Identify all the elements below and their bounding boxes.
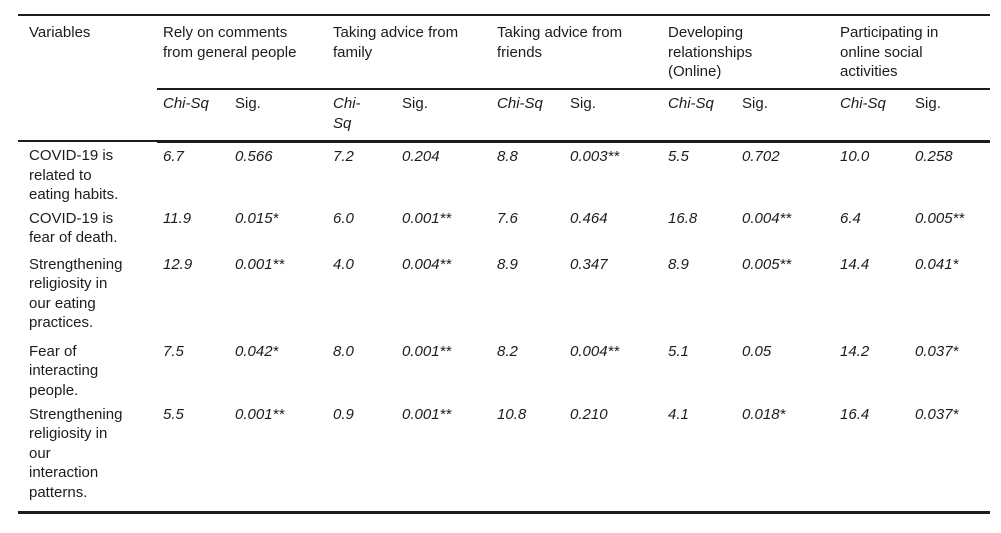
chi-sq-value-cell: 7.2 xyxy=(333,147,354,165)
variable-label-cell: COVID-19 is fear of death. xyxy=(29,209,118,247)
chi-sq-value-cell: 6.4 xyxy=(840,209,861,227)
sig-value-cell: 0.004** xyxy=(402,255,452,273)
sig-value-cell: 0.015* xyxy=(235,209,279,227)
chi-sq-value-cell: 0.9 xyxy=(333,405,354,423)
sig-value-cell: 0.041* xyxy=(915,255,959,273)
chi-sq-value-cell: 5.5 xyxy=(163,405,184,423)
table-row-fear-of-death: COVID-19 is fear of death. 11.9 0.015* 6… xyxy=(18,205,990,251)
sig-value-cell: 0.037* xyxy=(915,405,959,423)
variable-label-cell: Fear of interacting people. xyxy=(29,342,99,399)
chi-sq-value-cell: 5.1 xyxy=(668,342,689,360)
variable-label-cell: Strengthening religiosity in our interac… xyxy=(29,405,123,501)
sig-value-cell: 0.037* xyxy=(915,342,959,360)
chi-sq-value-cell: 10.8 xyxy=(497,405,527,423)
variable-label-cell: Strengthening religiosity in our eating … xyxy=(29,255,123,332)
group-header-rely-on-comments: Rely on comments from general people xyxy=(157,15,328,90)
group-header-advice-family: Taking advice from family xyxy=(327,15,492,90)
sig-value-cell: 0.018* xyxy=(742,405,786,423)
chi-sq-value-cell: 5.5 xyxy=(668,147,689,165)
sig-header-g3: Sig. xyxy=(564,89,663,143)
group-header-developing-relationships: Developing relationships (Online) xyxy=(662,15,835,90)
chi-sq-value-cell: 8.2 xyxy=(497,342,518,360)
group-header-online-social-activities: Participating in online social activitie… xyxy=(834,15,991,90)
chi-sq-value-cell: 14.2 xyxy=(840,342,870,360)
table-row-religiosity-eating: Strengthening religiosity in our eating … xyxy=(18,251,990,338)
chi-sq-value-cell: 12.9 xyxy=(163,255,193,273)
chi-sq-header-g1: Chi-Sq xyxy=(157,89,229,143)
sig-value-cell: 0.001** xyxy=(402,209,452,227)
chi-sq-header-g2: Chi- Sq xyxy=(327,89,397,143)
chi-sq-value-cell: 6.7 xyxy=(163,147,184,165)
sig-value-cell: 0.566 xyxy=(235,147,273,165)
sig-value-cell: 0.042* xyxy=(235,342,279,360)
chi-sq-header-g5: Chi-Sq xyxy=(834,89,910,143)
chi-square-results-table: Variables Rely on comments from general … xyxy=(18,14,991,514)
chi-sq-header-g3: Chi-Sq xyxy=(491,89,565,143)
chi-sq-value-cell: 8.9 xyxy=(497,255,518,273)
sig-value-cell: 0.001** xyxy=(235,405,285,423)
chi-sq-value-cell: 16.4 xyxy=(840,405,870,423)
sig-header-g2: Sig. xyxy=(396,89,492,143)
sig-value-cell: 0.210 xyxy=(570,405,608,423)
sig-header-g1: Sig. xyxy=(229,89,328,143)
sig-header-g4: Sig. xyxy=(736,89,835,143)
chi-sq-value-cell: 8.9 xyxy=(668,255,689,273)
sig-value-cell: 0.005** xyxy=(742,255,792,273)
sig-value-cell: 0.001** xyxy=(402,405,452,423)
chi-sq-value-cell: 8.0 xyxy=(333,342,354,360)
sig-value-cell: 0.464 xyxy=(570,209,608,227)
chi-sq-value-cell: 7.5 xyxy=(163,342,184,360)
chi-sq-value-cell: 4.1 xyxy=(668,405,689,423)
variable-label-cell: COVID-19 is related to eating habits. xyxy=(29,147,119,203)
sig-value-cell: 0.001** xyxy=(235,255,285,273)
chi-sq-value-cell: 6.0 xyxy=(333,209,354,227)
sig-value-cell: 0.004** xyxy=(742,209,792,227)
sig-value-cell: 0.05 xyxy=(742,342,772,360)
group-header-row: Variables Rely on comments from general … xyxy=(18,15,991,142)
group-header-advice-friends: Taking advice from friends xyxy=(491,15,663,90)
sig-value-cell: 0.204 xyxy=(402,147,440,165)
sig-value-cell: 0.003** xyxy=(570,147,620,165)
table-row-eating-habits: COVID-19 is related to eating habits. 6.… xyxy=(18,141,990,205)
chi-sq-header-g4: Chi-Sq xyxy=(662,89,737,143)
sig-value-cell: 0.702 xyxy=(742,147,780,165)
chi-sq-value-cell: 8.8 xyxy=(497,147,518,165)
chi-sq-value-cell: 7.6 xyxy=(497,209,518,227)
variables-column-header: Variables xyxy=(18,15,157,142)
sig-value-cell: 0.001** xyxy=(402,342,452,360)
table-row-religiosity-interaction: Strengthening religiosity in our interac… xyxy=(18,401,990,513)
chi-sq-value-cell: 14.4 xyxy=(840,255,870,273)
sig-value-cell: 0.004** xyxy=(570,342,620,360)
chi-sq-value-cell: 4.0 xyxy=(333,255,354,273)
chi-sq-value-cell: 10.0 xyxy=(840,147,870,165)
sig-value-cell: 0.258 xyxy=(915,147,953,165)
chi-sq-value-cell: 16.8 xyxy=(668,209,698,227)
measure-header-row: Chi-Sq Sig. Chi- Sq Sig. Chi-Sq Sig. Chi… xyxy=(18,89,991,143)
sig-value-cell: 0.005** xyxy=(915,209,965,227)
sig-header-g5: Sig. xyxy=(909,89,991,143)
chi-sq-value-cell: 11.9 xyxy=(163,209,192,227)
sig-value-cell: 0.347 xyxy=(570,255,608,273)
table-row-fear-interacting: Fear of interacting people. 7.5 0.042* 8… xyxy=(18,338,990,401)
